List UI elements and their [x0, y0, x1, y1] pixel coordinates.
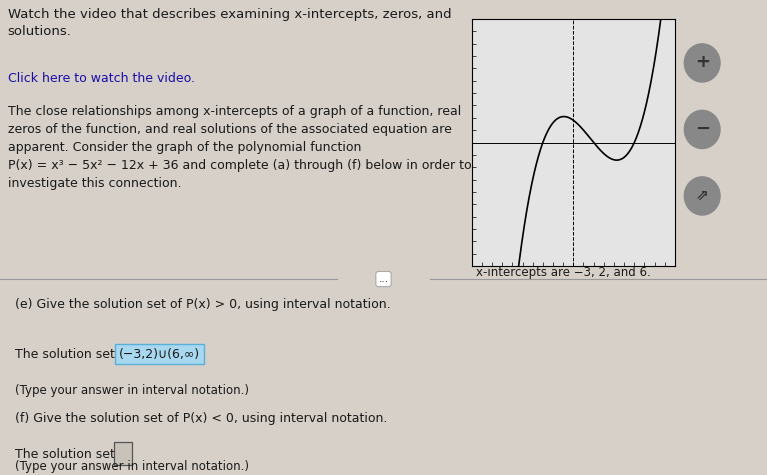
Text: (f) Give the solution set of P(x) < 0, using interval notation.: (f) Give the solution set of P(x) < 0, u… [15, 412, 387, 425]
Text: The solution set is: The solution set is [15, 448, 133, 461]
Text: ...: ... [378, 274, 389, 284]
Circle shape [684, 44, 720, 82]
Text: (e) Give the solution set of P(x) > 0, using interval notation.: (e) Give the solution set of P(x) > 0, u… [15, 298, 391, 311]
Text: Click here to watch the video.: Click here to watch the video. [8, 72, 195, 85]
Text: (Type your answer in interval notation.): (Type your answer in interval notation.) [15, 460, 249, 473]
Circle shape [684, 111, 720, 148]
Text: −: − [695, 120, 709, 138]
Text: The x-coordinates of the
x-intercepts are −3, 2, and 6.: The x-coordinates of the x-intercepts ar… [476, 248, 650, 279]
Text: +: + [695, 53, 709, 71]
Circle shape [684, 177, 720, 215]
Text: (Type your answer in interval notation.): (Type your answer in interval notation.) [15, 384, 249, 397]
Text: (−3,2)∪(6,∞): (−3,2)∪(6,∞) [119, 348, 200, 361]
Text: The close relationships among x-intercepts of a graph of a function, real
zeros : The close relationships among x-intercep… [8, 104, 471, 190]
Text: [−10,10,1] by [−200,200,20]: [−10,10,1] by [−200,200,20] [476, 220, 647, 233]
Text: Watch the video that describes examining x-intercepts, zeros, and
solutions.: Watch the video that describes examining… [8, 8, 451, 38]
Text: The solution set is: The solution set is [15, 348, 133, 361]
Text: ⇗: ⇗ [696, 188, 709, 202]
